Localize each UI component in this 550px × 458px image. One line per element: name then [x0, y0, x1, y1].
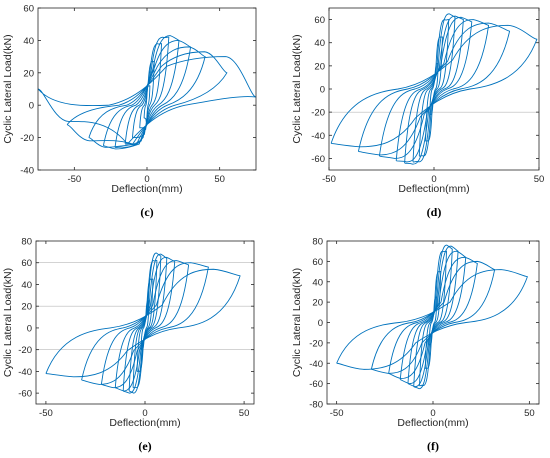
y-axis-label: Cyclic Lateral Load(kN) — [291, 34, 303, 143]
y-tick-label: 0 — [320, 85, 325, 96]
series-group — [45, 252, 241, 394]
y-tick-label: 20 — [314, 61, 325, 72]
x-tick-label: 50 — [214, 174, 225, 185]
x-axis-label: Deflection(mm) — [111, 183, 182, 195]
hysteresis-loop-0 — [143, 85, 151, 126]
y-tick-label: 80 — [21, 237, 32, 248]
hysteresis-loop-3 — [412, 13, 456, 163]
y-tick-label: 0 — [27, 323, 32, 334]
x-tick-label: -50 — [330, 408, 344, 419]
series-group — [336, 244, 528, 390]
x-tick-label: 0 — [431, 174, 436, 185]
y-tick-label: 40 — [312, 277, 323, 288]
y-tick-label: 40 — [23, 36, 34, 47]
x-axis-label: Deflection(mm) — [397, 417, 468, 429]
y-tick-label: -60 — [18, 389, 32, 400]
hysteresis-loop-2 — [419, 250, 447, 387]
hysteresis-loop-3 — [128, 252, 162, 394]
y-tick-label: 40 — [21, 280, 32, 291]
y-tick-label: 0 — [318, 318, 323, 329]
x-tick-label: 0 — [142, 408, 147, 419]
hysteresis-loop-2 — [418, 18, 450, 157]
plot-frame — [326, 240, 540, 405]
y-tick-label: 60 — [23, 4, 34, 15]
y-tick-label: 20 — [23, 68, 34, 79]
y-tick-label: -80 — [309, 400, 323, 411]
x-tick-label: -50 — [322, 174, 336, 185]
hysteresis-loop-4 — [407, 245, 459, 388]
y-tick-label: 80 — [312, 237, 323, 248]
hysteresis-loop-4 — [404, 15, 464, 165]
chart-panel-3: -50 0 50 -80 -60 -40 -20 0 20 40 60 80 Deflection(mm… — [291, 237, 540, 453]
hysteresis-loop-6 — [88, 46, 206, 148]
y-axis-label: Cyclic Lateral Load(kN) — [2, 268, 14, 377]
y-axis-label: Cyclic Lateral Load(kN) — [2, 34, 14, 143]
x-tick-label: 0 — [144, 174, 149, 185]
x-tick-label: 50 — [534, 174, 545, 185]
y-tick-label: 60 — [21, 258, 32, 269]
y-tick-label: -20 — [18, 345, 32, 356]
y-tick-label: -60 — [309, 379, 323, 390]
y-tick-label: -60 — [311, 154, 325, 165]
panel-label: (c) — [140, 205, 153, 219]
y-tick-label: 20 — [21, 302, 32, 313]
y-tick-label: -40 — [18, 367, 32, 378]
hysteresis-loop-6 — [388, 256, 478, 379]
hysteresis-loop-3 — [413, 244, 453, 390]
y-tick-label: -40 — [20, 166, 34, 177]
y-tick-label: 0 — [29, 101, 34, 112]
hysteresis-loop-4 — [122, 253, 168, 394]
panel-label: (f) — [427, 439, 439, 453]
hysteresis-loop-7 — [66, 51, 228, 145]
hysteresis-loop-6 — [100, 260, 190, 389]
hysteresis-loop-5 — [395, 16, 473, 163]
hysteresis-loop-7 — [357, 22, 511, 156]
y-tick-label: -20 — [20, 133, 34, 144]
hysteresis-loop-3 — [124, 36, 170, 145]
y-tick-label: 60 — [314, 15, 325, 26]
series-group — [38, 35, 256, 150]
hysteresis-loop-6 — [378, 19, 490, 159]
x-tick-label: -50 — [67, 174, 81, 185]
hysteresis-loop-7 — [81, 262, 209, 385]
y-tick-label: 40 — [314, 38, 325, 49]
chart-panel-0: -50 0 50 -40 -20 0 20 40 60 Deflection(mm) Cyclic … — [2, 4, 257, 219]
panel-label: (e) — [138, 439, 151, 453]
y-tick-label: 60 — [312, 257, 323, 268]
series-group — [330, 13, 538, 165]
hysteresis-loop-1 — [425, 36, 443, 142]
panel-label: (d) — [427, 205, 442, 219]
y-tick-label: 20 — [312, 298, 323, 309]
hysteresis-loop-2 — [132, 43, 162, 139]
hysteresis-loop-8 — [336, 269, 528, 370]
y-tick-label: -20 — [309, 338, 323, 349]
hysteresis-loop-8 — [330, 24, 538, 148]
x-tick-label: 50 — [239, 408, 250, 419]
hysteresis-loop-2 — [132, 259, 158, 389]
x-tick-label: -50 — [39, 408, 53, 419]
x-axis-label: Deflection(mm) — [109, 417, 180, 429]
x-axis-label: Deflection(mm) — [398, 183, 469, 195]
y-tick-label: -40 — [311, 131, 325, 142]
x-tick-label: 50 — [524, 408, 535, 419]
y-tick-label: -20 — [311, 108, 325, 119]
chart-panel-2: -50 0 50 -60 -40 -20 0 20 40 60 80 Deflection(mm) Cy… — [2, 237, 255, 453]
y-axis-label: Cyclic Lateral Load(kN) — [291, 268, 303, 377]
chart-panel-1: -50 0 50 -60 -40 -20 0 20 40 60 Deflection(mm) Cycl… — [291, 7, 545, 219]
hysteresis-loop-8 — [45, 268, 241, 378]
x-tick-label: 0 — [430, 408, 435, 419]
plot-frame — [328, 7, 540, 171]
y-tick-label: -40 — [309, 359, 323, 370]
hysteresis-loop-5 — [114, 256, 176, 392]
